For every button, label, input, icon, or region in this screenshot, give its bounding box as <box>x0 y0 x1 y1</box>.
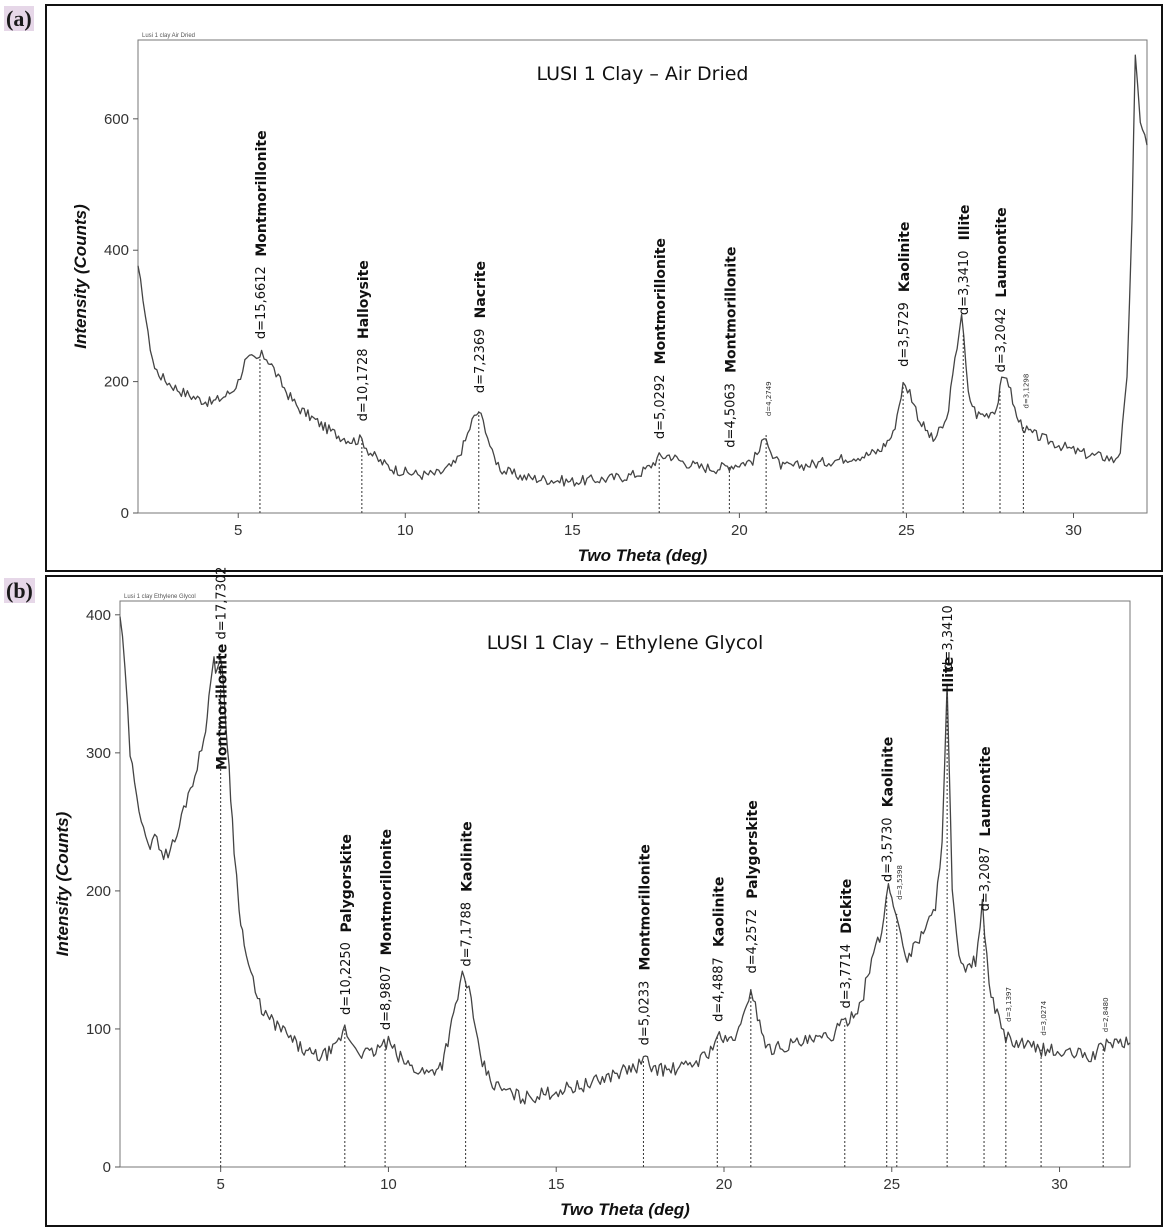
panel-tag-a: (a) <box>4 6 34 32</box>
y-tick-label: 0 <box>103 1159 111 1176</box>
chart-air-dried: Lusi 1 clay Air Dried LUSI 1 Clay – Air D… <box>71 33 1148 565</box>
series-line <box>119 616 1131 1105</box>
peak-d-spacing-label: d=3,5398 <box>896 865 904 900</box>
peak-d-spacing-label: d=3,1298 <box>1022 374 1030 409</box>
peak-d-spacing-label: d=3,1397 <box>1005 987 1013 1022</box>
peak-d-spacing-label: d=4,4887 <box>711 957 726 1022</box>
peak-d-spacing-label: d=8,9807 <box>379 965 394 1030</box>
y-tick-label: 400 <box>86 607 111 624</box>
peak-d-spacing-label: d=3,5729 <box>897 302 912 367</box>
chart-ethylene-glycol: Lusi 1 clay Ethylene Glycol LUSI 1 Clay –… <box>53 567 1131 1219</box>
x-axis-title: Two Theta (deg) <box>560 1200 690 1219</box>
y-tick-label: 400 <box>104 242 129 259</box>
x-tick-label: 30 <box>1051 1176 1068 1193</box>
peak-mineral-label: Kaolinite <box>460 821 476 891</box>
peak-d-spacing-label: d=3,2042 <box>994 308 1009 373</box>
y-tick-label: 200 <box>104 374 129 391</box>
peak-mineral-label: Montmorillonite <box>379 829 395 955</box>
peak-mineral-label: Montmorillonite <box>723 247 739 373</box>
x-tick-label: 25 <box>898 522 915 539</box>
peak-mineral-label: Illite <box>941 657 957 693</box>
plot-area-frame <box>119 600 1131 1168</box>
peak-mineral-label: Laumontite <box>994 207 1010 297</box>
x-tick-label: 25 <box>883 1176 900 1193</box>
peak-mineral-label: Palygorskite <box>339 834 355 932</box>
y-tick-label: 600 <box>104 111 129 128</box>
plot-caption: Lusi 1 clay Air Dried <box>142 33 195 39</box>
peak-d-spacing-label: d=3,3410 <box>957 251 972 316</box>
y-tick-label: 300 <box>86 745 111 762</box>
y-axis-title: Intensity (Counts) <box>53 811 72 956</box>
peak-mineral-label: Dickite <box>839 879 855 934</box>
x-tick-label: 10 <box>397 522 414 539</box>
peak-d-spacing-label: d=15,6612 <box>254 266 269 339</box>
panel-tag-b-text: (b) <box>4 578 35 603</box>
peak-d-spacing-label: d=7,1788 <box>460 902 475 967</box>
panel-tag-b: (b) <box>4 578 35 604</box>
peak-mineral-label: Kaolinite <box>711 877 727 947</box>
peak-d-spacing-label: d=3,3410 <box>941 605 956 670</box>
x-tick-label: 15 <box>564 522 581 539</box>
x-tick-label: 10 <box>380 1176 397 1193</box>
y-tick-label: 200 <box>86 883 111 900</box>
plot-caption: Lusi 1 clay Ethylene Glycol <box>124 594 196 600</box>
chart-title: LUSI 1 Clay – Ethylene Glycol <box>487 632 763 654</box>
peak-d-spacing-label: d=3,0274 <box>1040 1000 1048 1035</box>
peak-d-spacing-label: d=10,1728 <box>356 349 371 422</box>
peak-mineral-label: Montmorillonite <box>254 130 270 256</box>
y-axis-title: Intensity (Counts) <box>71 204 90 349</box>
x-tick-label: 5 <box>216 1176 224 1193</box>
peak-d-spacing-label: d=17,7302 <box>215 567 230 640</box>
x-tick-label: 15 <box>548 1176 565 1193</box>
chart-title: LUSI 1 Clay – Air Dried <box>537 63 749 85</box>
x-tick-label: 20 <box>731 522 748 539</box>
peak-mineral-label: Montmorillonite <box>215 644 231 770</box>
panel-frame-a <box>45 4 1163 572</box>
peak-mineral-label: Kaolinite <box>897 222 913 292</box>
peak-d-spacing-label: d=2,8480 <box>1102 997 1110 1032</box>
peak-mineral-label: Nacrite <box>473 261 489 318</box>
peak-d-spacing-label: d=10,2250 <box>339 942 354 1015</box>
peak-mineral-label: Montmorillonite <box>637 844 653 970</box>
peak-d-spacing-label: d=3,5730 <box>881 817 896 882</box>
peak-mineral-label: Illite <box>957 205 973 241</box>
x-tick-label: 20 <box>716 1176 733 1193</box>
peak-d-spacing-label: d=3,7714 <box>839 944 854 1009</box>
peak-mineral-label: Kaolinite <box>881 737 897 807</box>
x-axis-title: Two Theta (deg) <box>578 546 708 565</box>
peak-mineral-label: Montmorillonite <box>653 238 669 364</box>
peak-d-spacing-label: d=7,2369 <box>473 329 488 394</box>
plot-area-frame <box>137 39 1148 514</box>
peak-d-spacing-label: d=5,0292 <box>653 375 668 440</box>
peak-d-spacing-label: d=5,0233 <box>637 981 652 1046</box>
peak-d-spacing-label: d=4,5063 <box>723 383 738 448</box>
panel-frame-b <box>45 575 1163 1227</box>
peak-mineral-label: Laumontite <box>978 746 994 836</box>
peak-d-spacing-label: d=4,2749 <box>765 381 773 416</box>
peak-mineral-label: Halloysite <box>356 260 372 339</box>
peak-d-spacing-label: d=3,2087 <box>978 847 993 912</box>
series-line <box>137 54 1148 487</box>
x-tick-label: 5 <box>234 522 242 539</box>
peak-mineral-label: Palygorskite <box>745 800 761 898</box>
y-tick-label: 0 <box>121 505 129 522</box>
peak-d-spacing-label: d=4,2572 <box>745 909 760 974</box>
x-tick-label: 30 <box>1065 522 1082 539</box>
panel-tag-a-text: (a) <box>4 6 34 31</box>
y-tick-label: 100 <box>86 1021 111 1038</box>
